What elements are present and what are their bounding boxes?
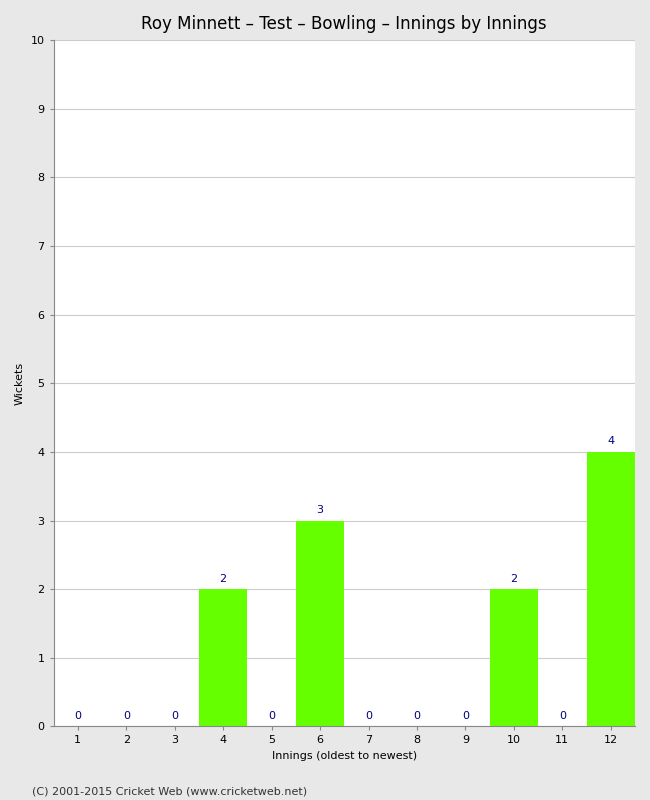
Title: Roy Minnett – Test – Bowling – Innings by Innings: Roy Minnett – Test – Bowling – Innings b… <box>142 15 547 33</box>
Bar <box>199 589 248 726</box>
Text: 0: 0 <box>123 711 130 721</box>
Text: 0: 0 <box>74 711 81 721</box>
Text: 0: 0 <box>462 711 469 721</box>
Text: 0: 0 <box>413 711 421 721</box>
Bar <box>489 589 538 726</box>
Text: 0: 0 <box>268 711 275 721</box>
Bar <box>296 521 344 726</box>
Text: 3: 3 <box>317 505 324 515</box>
Text: 4: 4 <box>607 437 614 446</box>
Y-axis label: Wickets: Wickets <box>15 362 25 405</box>
Text: 0: 0 <box>365 711 372 721</box>
Text: 2: 2 <box>220 574 227 584</box>
Text: 0: 0 <box>559 711 566 721</box>
Text: 2: 2 <box>510 574 517 584</box>
Bar <box>586 452 635 726</box>
Text: (C) 2001-2015 Cricket Web (www.cricketweb.net): (C) 2001-2015 Cricket Web (www.cricketwe… <box>32 786 307 796</box>
Text: 0: 0 <box>171 711 178 721</box>
X-axis label: Innings (oldest to newest): Innings (oldest to newest) <box>272 751 417 761</box>
